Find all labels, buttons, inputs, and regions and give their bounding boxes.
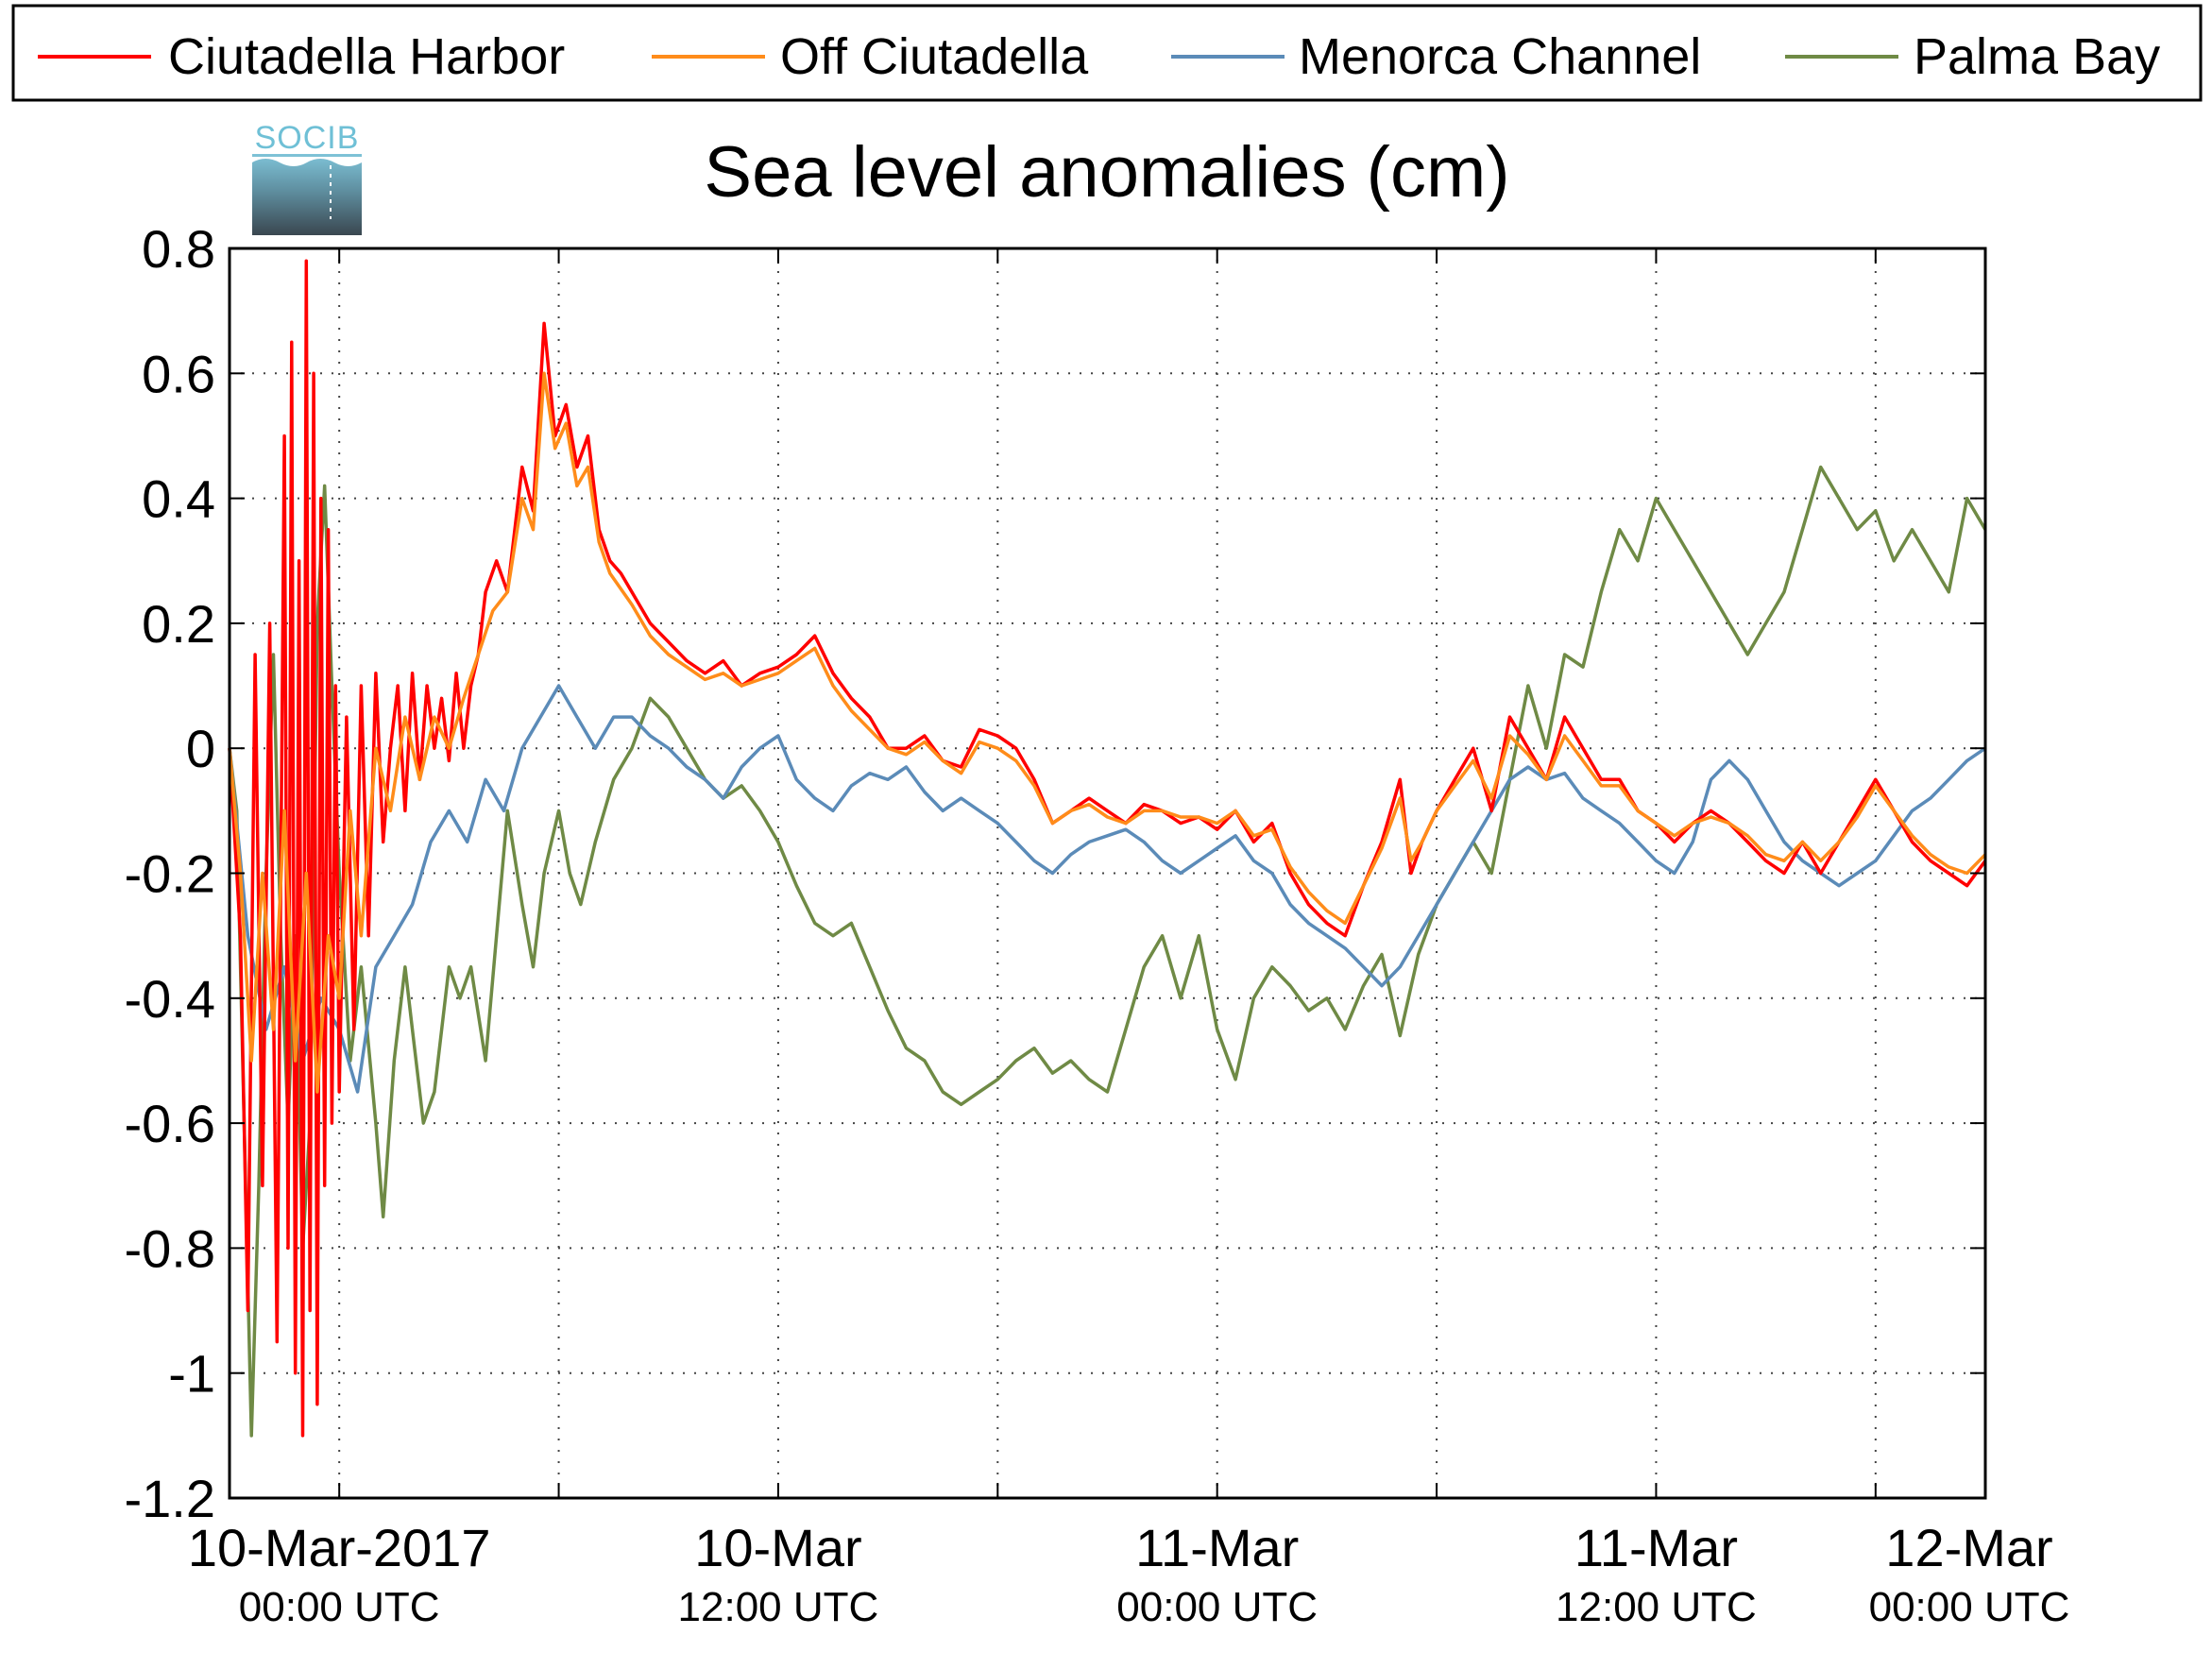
legend-item-menorca-channel: Menorca Channel xyxy=(1171,28,1701,85)
y-tick-label: -1.2 xyxy=(125,1469,216,1528)
y-axis: -1.2 -1 -0.8 -0.6 -0.4 -0.2 0 0.2 0.4 0.6 0.8 xyxy=(125,219,1985,1528)
series-line-menorca-channel xyxy=(228,684,1986,1094)
series-line-palma-bay xyxy=(228,465,1987,1438)
x-tick-sublabel: 00:00 UTC xyxy=(239,1584,440,1630)
legend: Ciutadella Harbor Off Ciutadella Menorca… xyxy=(11,4,2203,102)
legend-frame xyxy=(11,4,2203,102)
x-tick-sublabel: 00:00 UTC xyxy=(1869,1584,2070,1630)
y-tick-label: 0.6 xyxy=(142,344,215,403)
y-tick-label: 0 xyxy=(186,719,215,778)
series-line-ciutadella-harbor xyxy=(228,259,1987,1438)
x-tick-sublabel: 00:00 UTC xyxy=(1116,1584,1318,1630)
plot-frame xyxy=(228,247,1987,1500)
y-tick-label: 0.8 xyxy=(142,219,215,279)
x-tick-label: 10-Mar xyxy=(694,1518,861,1577)
y-tick-label: 0.4 xyxy=(142,469,215,529)
socib-logo-wave xyxy=(252,157,362,166)
legend-label-palma-bay: Palma Bay xyxy=(1914,28,2160,85)
series-layer xyxy=(228,259,1987,1438)
x-tick-sublabel: 12:00 UTC xyxy=(678,1584,879,1630)
legend-label-menorca-channel: Menorca Channel xyxy=(1299,28,1701,85)
x-tick-label: 10-Mar-2017 xyxy=(188,1518,491,1577)
legend-item-ciutadella-harbor: Ciutadella Harbor xyxy=(38,28,565,85)
x-tick-label: 11-Mar xyxy=(1574,1518,1738,1577)
legend-item-off-ciutadella: Off Ciutadella xyxy=(652,28,1089,85)
y-tick-label: -0.4 xyxy=(125,969,216,1029)
y-tick-label: -0.8 xyxy=(125,1218,216,1278)
grid-lines xyxy=(230,248,1985,1498)
socib-logo-text: SOCIB xyxy=(255,120,360,156)
x-tick-label: 12-Mar xyxy=(1885,1518,2052,1577)
socib-logo-panel xyxy=(252,154,362,235)
y-tick-label: -1 xyxy=(168,1344,215,1404)
x-axis: 10-Mar-2017 00:00 UTC 10-Mar 12:00 UTC 11-Ma… xyxy=(188,248,2070,1630)
legend-label-off-ciutadella: Off Ciutadella xyxy=(780,28,1089,85)
series-line-off-ciutadella xyxy=(228,371,1987,1094)
socib-logo: SOCIB xyxy=(252,120,362,235)
y-tick-label: -0.6 xyxy=(125,1094,216,1153)
y-tick-label: -0.2 xyxy=(125,844,216,904)
legend-item-palma-bay: Palma Bay xyxy=(1785,28,2160,85)
legend-label-ciutadella-harbor: Ciutadella Harbor xyxy=(168,28,565,85)
x-tick-label: 11-Mar xyxy=(1135,1518,1299,1577)
y-tick-label: 0.2 xyxy=(142,594,215,654)
chart-title: Sea level anomalies (cm) xyxy=(704,132,1509,213)
x-tick-sublabel: 12:00 UTC xyxy=(1556,1584,1757,1630)
